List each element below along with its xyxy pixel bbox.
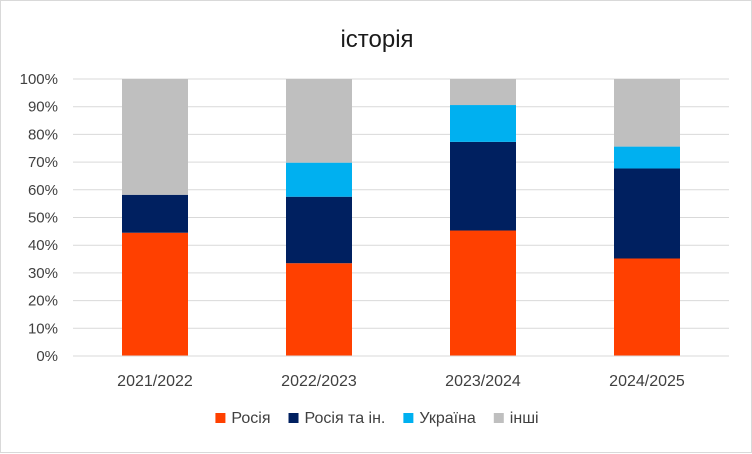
x-axis-category-labels: 2021/2022 2022/2023 2023/2024 2024/2025 <box>117 373 685 390</box>
x-category-label: 2023/2024 <box>445 373 521 390</box>
legend-item: Україна <box>403 410 476 427</box>
bars <box>122 79 680 356</box>
bar-segment-2-2022-2023 <box>286 196 352 264</box>
legend-item: Росія та ін. <box>288 410 386 427</box>
y-tick-label: 80% <box>28 126 58 143</box>
y-tick-label: 0% <box>36 348 58 365</box>
bar-segment-1-2023-2024 <box>450 230 516 356</box>
y-tick-label: 70% <box>28 154 58 171</box>
bar-segment-1-2024-2025 <box>614 258 680 356</box>
legend-swatch <box>215 413 226 423</box>
x-category-label: 2022/2023 <box>281 373 357 390</box>
legend-label: Україна <box>419 410 476 427</box>
y-tick-label: 90% <box>28 99 58 116</box>
bar-segment-2-2024-2025 <box>614 168 680 259</box>
legend-label: Росія та ін. <box>305 410 386 427</box>
bar-segment-2-2023-2024 <box>450 141 516 231</box>
y-tick-label: 30% <box>28 265 58 282</box>
legend-swatch <box>288 413 299 423</box>
x-category-label: 2021/2022 <box>117 373 193 390</box>
legend-swatch <box>493 413 504 423</box>
y-tick-label: 50% <box>28 210 58 227</box>
bar-segment-4-2024-2025 <box>614 79 680 147</box>
bar-segment-3-2022-2023 <box>286 162 352 197</box>
bar-segment-1-2021-2022 <box>122 232 188 356</box>
bar-segment-3-2023-2024 <box>450 105 516 142</box>
chart-title: історія <box>340 26 413 53</box>
bar-segment-4-2023-2024 <box>450 79 516 106</box>
y-tick-label: 100% <box>20 71 58 88</box>
legend-label: інші <box>510 410 539 427</box>
bar-segment-1-2022-2023 <box>286 263 352 356</box>
x-category-label: 2024/2025 <box>609 373 685 390</box>
bar-segment-4-2022-2023 <box>286 79 352 163</box>
legend-swatch <box>403 413 414 423</box>
legend: Росія Росія та ін. Україна інші <box>215 410 539 427</box>
bar-segment-2-2021-2022 <box>122 194 188 233</box>
legend-item: інші <box>493 410 539 427</box>
legend-label: Росія <box>231 410 270 427</box>
y-tick-label: 40% <box>28 237 58 254</box>
bar-segment-4-2021-2022 <box>122 79 188 195</box>
legend-item: Росія <box>215 410 271 427</box>
y-tick-label: 20% <box>28 293 58 310</box>
y-axis-tick-labels: 0% 10% 20% 30% 40% 50% 60% 70% 80% 90% 100% <box>20 71 58 365</box>
y-tick-label: 10% <box>28 320 58 337</box>
y-tick-label: 60% <box>28 182 58 199</box>
bar-segment-3-2024-2025 <box>614 146 680 169</box>
